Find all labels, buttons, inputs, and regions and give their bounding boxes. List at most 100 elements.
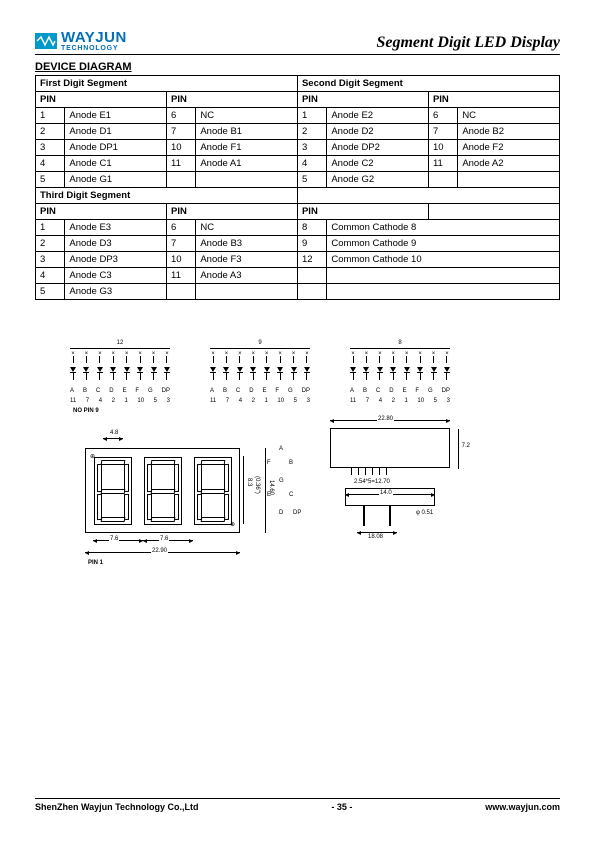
table-cell: Anode D2 [327, 124, 429, 140]
table-cell: 1 [36, 220, 65, 236]
digit-outline [194, 457, 232, 525]
hdr-second: Second Digit Segment [297, 76, 559, 92]
table-cell: 3 [36, 252, 65, 268]
hdr-first: First Digit Segment [36, 76, 298, 92]
table-cell: Anode G1 [65, 172, 167, 188]
table-cell: 9 [297, 236, 326, 252]
table-row: PIN PIN PIN [36, 204, 560, 220]
table-cell [428, 172, 457, 188]
table-cell [327, 268, 560, 284]
table-cell: NC [458, 108, 560, 124]
table-cell: Anode B2 [458, 124, 560, 140]
table-row: PIN PIN PIN PIN [36, 92, 560, 108]
table-cell: NC [196, 220, 298, 236]
table-row: 4Anode C311Anode A3 [36, 268, 560, 284]
table-cell: 2 [36, 236, 65, 252]
table-cell: Anode B3 [196, 236, 298, 252]
table-cell: Anode C3 [65, 268, 167, 284]
footer-page: - 35 - [331, 802, 352, 812]
table-cell: Anode E1 [65, 108, 167, 124]
table-cell: Anode F3 [196, 252, 298, 268]
document-title: Segment Digit LED Display [376, 34, 560, 52]
footer-company: ShenZhen Wayjun Technology Co.,Ltd [35, 802, 199, 812]
table-cell: Anode DP2 [327, 140, 429, 156]
table-row: 3Anode DP310Anode F312Common Cathode 10 [36, 252, 560, 268]
table-cell: Anode DP1 [65, 140, 167, 156]
logo: WAYJUN TECHNOLOGY [35, 30, 127, 52]
table-cell: 4 [36, 156, 65, 172]
table-row: 5Anode G3 [36, 284, 560, 300]
pin-table: First Digit Segment Second Digit Segment… [35, 75, 560, 300]
table-cell: Anode A1 [196, 156, 298, 172]
table-cell: 1 [36, 108, 65, 124]
mechanical-row: 4.8 ⊕ ⊕ [65, 428, 465, 568]
table-cell [196, 172, 298, 188]
table-cell: 6 [428, 108, 457, 124]
table-cell [458, 172, 560, 188]
table-cell: 3 [297, 140, 326, 156]
table-cell: Anode A3 [196, 268, 298, 284]
table-cell: 7 [166, 236, 195, 252]
mechanical-side-view: 22.80 7.2 2.54*5=12.70 14.0 φ 0.51 18.08 [315, 428, 465, 543]
table-cell: Anode DP3 [65, 252, 167, 268]
table-cell: Anode E2 [327, 108, 429, 124]
table-cell: 5 [36, 284, 65, 300]
display-body: ⊕ ⊕ [85, 448, 240, 533]
table-cell: Common Cathode 9 [327, 236, 560, 252]
logo-icon [35, 33, 57, 49]
table-cell: 11 [166, 268, 195, 284]
table-row: First Digit Segment Second Digit Segment [36, 76, 560, 92]
schematic-block: 12××××××××ABCDEFGDP1174211053NO PIN 9 [65, 340, 175, 410]
table-cell: 10 [428, 140, 457, 156]
table-cell: 7 [166, 124, 195, 140]
table-cell: Anode A2 [458, 156, 560, 172]
table-cell: 2 [297, 124, 326, 140]
segment-label-map: A F B G E C D DP [273, 448, 293, 518]
diagram-area: 12××××××××ABCDEFGDP1174211053NO PIN 9 9××… [35, 340, 560, 568]
table-cell: 5 [36, 172, 65, 188]
table-cell: Anode B1 [196, 124, 298, 140]
table-row: 4Anode C111Anode A14Anode C211Anode A2 [36, 156, 560, 172]
table-cell: 8 [297, 220, 326, 236]
table-row: 5Anode G15Anode G2 [36, 172, 560, 188]
logo-sub-text: TECHNOLOGY [61, 45, 127, 52]
table-cell: 4 [297, 156, 326, 172]
table-cell: 3 [36, 140, 65, 156]
table-row: 1Anode E36NC8Common Cathode 8 [36, 220, 560, 236]
mechanical-front-view: 4.8 ⊕ ⊕ [65, 428, 265, 568]
table-cell: Anode E3 [65, 220, 167, 236]
table-cell [166, 284, 195, 300]
hdr-third: Third Digit Segment [36, 188, 298, 204]
schematic-block: 9××××××××ABCDEFGDP1174211053 [205, 340, 315, 410]
table-row: 3Anode DP110Anode F13Anode DP210Anode F2 [36, 140, 560, 156]
table-cell: 10 [166, 140, 195, 156]
table-cell: Anode D1 [65, 124, 167, 140]
table-cell: 12 [297, 252, 326, 268]
table-cell: 7 [428, 124, 457, 140]
table-row: 2Anode D17Anode B12Anode D27Anode B2 [36, 124, 560, 140]
table-cell: 11 [428, 156, 457, 172]
side-bottom-body: φ 0.51 18.08 [345, 488, 435, 543]
table-row: 2Anode D37Anode B39Common Cathode 9 [36, 236, 560, 252]
table-cell [166, 172, 195, 188]
table-cell: Anode D3 [65, 236, 167, 252]
side-top-body: 7.2 2.54*5=12.70 [330, 428, 450, 468]
table-row: 1Anode E16NC1Anode E26NC [36, 108, 560, 124]
table-cell: Anode C2 [327, 156, 429, 172]
table-cell [297, 284, 326, 300]
logo-main-text: WAYJUN [61, 30, 127, 45]
table-cell: Anode F1 [196, 140, 298, 156]
table-cell: 2 [36, 124, 65, 140]
table-cell: 6 [166, 108, 195, 124]
table-cell: Anode G3 [65, 284, 167, 300]
table-cell: 6 [166, 220, 195, 236]
table-cell [297, 268, 326, 284]
table-cell: 1 [297, 108, 326, 124]
table-cell: 5 [297, 172, 326, 188]
schematic-row: 12××××××××ABCDEFGDP1174211053NO PIN 9 9××… [65, 340, 455, 410]
digit-outline [144, 457, 182, 525]
table-row: Third Digit Segment [36, 188, 560, 204]
table-cell: Common Cathode 8 [327, 220, 560, 236]
digit-outline [94, 457, 132, 525]
table-cell: 4 [36, 268, 65, 284]
